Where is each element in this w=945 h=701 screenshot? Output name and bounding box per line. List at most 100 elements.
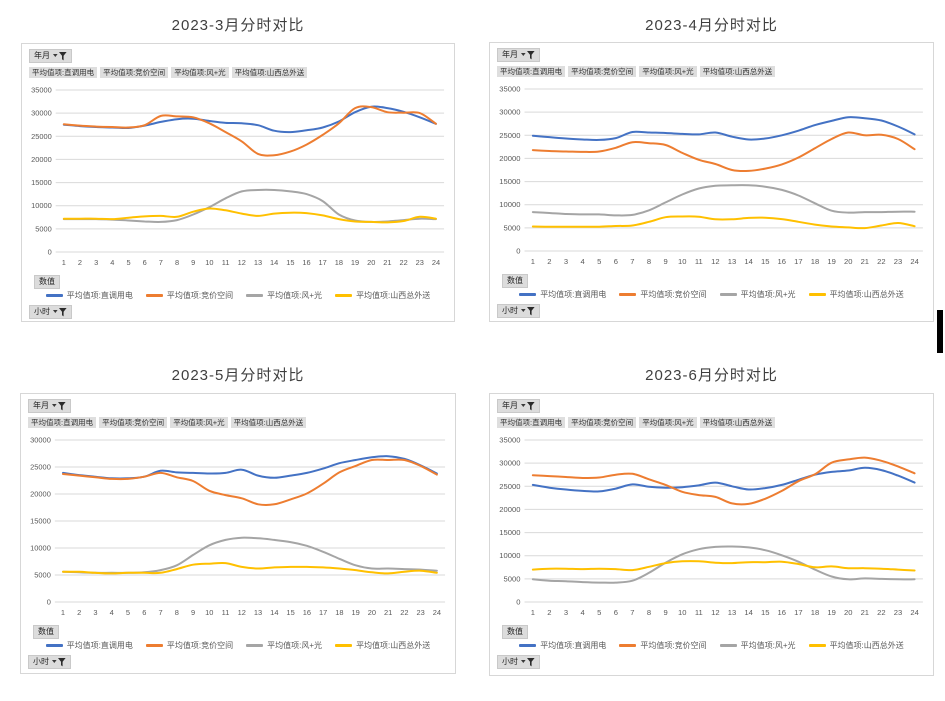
svg-text:10000: 10000 — [31, 201, 52, 210]
svg-text:18: 18 — [811, 608, 819, 617]
legend-line-swatch — [519, 293, 537, 296]
svg-text:20000: 20000 — [499, 505, 520, 514]
filter-chip[interactable]: 平均值项:山西总外送 — [699, 417, 776, 428]
dropdown-filter-icon — [53, 51, 67, 61]
legend-label: 平均值项:竞价空间 — [640, 641, 707, 650]
svg-text:22: 22 — [399, 258, 407, 267]
legend-item: 平均值项:竞价空间 — [145, 290, 234, 301]
svg-text:12: 12 — [238, 608, 246, 617]
legend-label: 平均值项:直调用电 — [540, 641, 607, 650]
value-field-button[interactable]: 数值 — [502, 625, 528, 639]
scrollbar-thumb[interactable] — [937, 310, 943, 353]
row-field-button[interactable]: 年月 — [497, 48, 540, 62]
filter-chip[interactable]: 平均值项:风+光 — [170, 417, 228, 428]
legend-line-swatch — [246, 644, 264, 647]
axis-field-button[interactable]: 小时 — [497, 304, 540, 318]
chart-legend: 平均值项:直调用电 平均值项:竞价空间 平均值项:风+光 平均值项:山西总外送 — [490, 289, 933, 300]
filter-chip[interactable]: 平均值项:山西总外送 — [231, 67, 308, 78]
dropdown-filter-icon — [52, 657, 66, 667]
legend-label: 平均值项:风+光 — [740, 641, 796, 650]
value-field-button[interactable]: 数值 — [34, 275, 60, 289]
filter-chip[interactable]: 平均值项:竞价空间 — [568, 66, 637, 77]
axis-field-button[interactable]: 小时 — [28, 655, 71, 669]
axis-field-label: 小时 — [34, 307, 50, 316]
svg-text:24: 24 — [910, 257, 918, 266]
filter-chip[interactable]: 平均值项:竞价空间 — [568, 417, 637, 428]
svg-text:5: 5 — [597, 257, 601, 266]
svg-text:19: 19 — [827, 257, 835, 266]
svg-text:35000: 35000 — [499, 436, 520, 445]
svg-text:25000: 25000 — [31, 132, 52, 141]
legend-line-swatch — [45, 644, 63, 647]
svg-text:8: 8 — [175, 258, 179, 267]
dropdown-filter-icon — [521, 306, 535, 316]
svg-text:17: 17 — [319, 608, 327, 617]
axis-field-button[interactable]: 小时 — [497, 655, 540, 669]
value-field-button[interactable]: 数值 — [502, 274, 528, 288]
legend-item: 平均值项:风+光 — [246, 640, 322, 651]
filter-chip[interactable]: 平均值项:风+光 — [639, 417, 697, 428]
legend-item: 平均值项:竞价空间 — [145, 640, 233, 651]
svg-text:11: 11 — [222, 608, 230, 617]
filter-chip[interactable]: 平均值项:竞价空间 — [100, 67, 169, 78]
value-field-label: 数值 — [39, 277, 55, 286]
filter-chip[interactable]: 平均值项:竞价空间 — [99, 417, 168, 428]
svg-text:15: 15 — [286, 608, 294, 617]
svg-text:13: 13 — [254, 258, 262, 267]
svg-text:20000: 20000 — [30, 489, 51, 498]
svg-text:11: 11 — [222, 258, 230, 267]
filter-chip[interactable]: 平均值项:直调用电 — [28, 417, 97, 428]
svg-text:15000: 15000 — [499, 528, 520, 537]
svg-text:14: 14 — [744, 257, 752, 266]
legend-item: 平均值项:风+光 — [719, 289, 796, 300]
row-field-button[interactable]: 年月 — [497, 399, 540, 413]
value-field-label: 数值 — [507, 627, 523, 636]
svg-text:14: 14 — [744, 608, 752, 617]
legend-item: 平均值项:山西总外送 — [335, 640, 430, 651]
filter-chip[interactable]: 平均值项:直调用电 — [497, 66, 566, 77]
svg-text:24: 24 — [432, 258, 440, 267]
filter-chip[interactable]: 平均值项:直调用电 — [29, 67, 98, 78]
filter-chip[interactable]: 平均值项:山西总外送 — [230, 417, 307, 428]
axis-field-button[interactable]: 小时 — [29, 305, 72, 319]
svg-text:8: 8 — [175, 608, 179, 617]
legend-item: 平均值项:风+光 — [719, 640, 796, 651]
filter-chip[interactable]: 平均值项:山西总外送 — [699, 66, 776, 77]
legend-item: 平均值项:竞价空间 — [619, 640, 707, 651]
filter-chip[interactable]: 平均值项:风+光 — [171, 67, 229, 78]
legend-label: 平均值项:竞价空间 — [166, 291, 234, 300]
svg-text:9: 9 — [663, 257, 667, 266]
row-field-label: 年月 — [33, 401, 49, 410]
svg-text:14: 14 — [270, 258, 278, 267]
svg-text:20: 20 — [367, 258, 375, 267]
dropdown-filter-icon — [521, 657, 535, 667]
svg-text:18: 18 — [811, 257, 819, 266]
svg-text:9: 9 — [191, 608, 195, 617]
svg-text:13: 13 — [728, 608, 736, 617]
svg-text:8: 8 — [647, 608, 651, 617]
chart-legend: 平均值项:直调用电 平均值项:竞价空间 平均值项:风+光 平均值项:山西总外送 — [21, 640, 455, 651]
svg-text:10000: 10000 — [499, 551, 520, 560]
legend-label: 平均值项:山西总外送 — [829, 641, 904, 650]
legend-item: 平均值项:直调用电 — [45, 640, 133, 651]
svg-text:19: 19 — [351, 608, 359, 617]
filter-chip[interactable]: 平均值项:风+光 — [639, 66, 697, 77]
value-field-button[interactable]: 数值 — [33, 625, 59, 639]
filter-chip-row: 平均值项:直调用电 平均值项:竞价空间 平均值项:风+光 平均值项:山西总外送 — [497, 417, 776, 428]
svg-text:10: 10 — [205, 258, 213, 267]
row-field-button[interactable]: 年月 — [29, 49, 72, 63]
svg-text:5: 5 — [126, 258, 130, 267]
legend-line-swatch — [145, 294, 163, 297]
svg-text:21: 21 — [384, 608, 392, 617]
svg-text:30000: 30000 — [499, 108, 520, 117]
chart-title-may: 2023-5月分时对比 — [171, 367, 305, 384]
svg-text:18: 18 — [335, 258, 343, 267]
svg-text:17: 17 — [794, 608, 802, 617]
svg-text:22: 22 — [877, 608, 885, 617]
svg-text:1: 1 — [531, 608, 535, 617]
svg-text:23: 23 — [416, 258, 424, 267]
filter-chip[interactable]: 平均值项:直调用电 — [497, 417, 566, 428]
chart-legend: 平均值项:直调用电 平均值项:竞价空间 平均值项:风+光 平均值项:山西总外送 — [22, 290, 454, 301]
row-field-button[interactable]: 年月 — [28, 399, 71, 413]
